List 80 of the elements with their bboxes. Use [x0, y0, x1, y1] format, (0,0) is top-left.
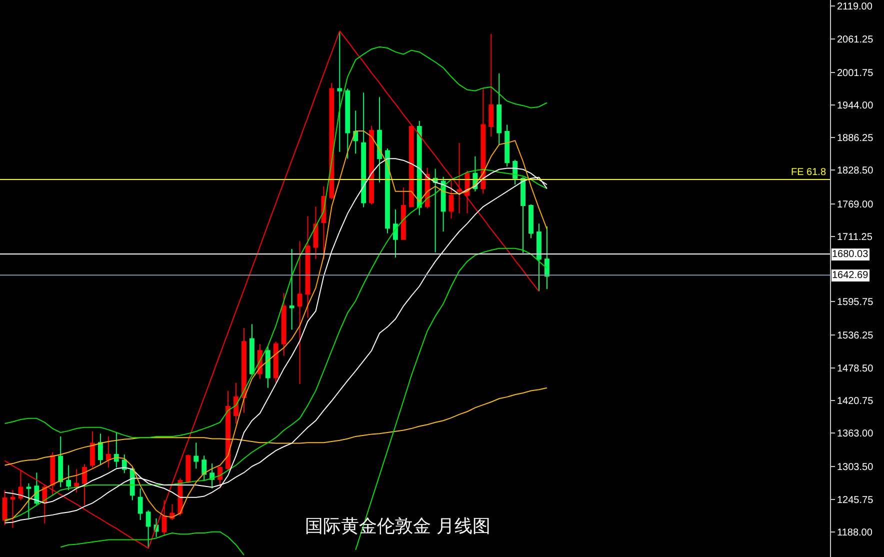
candlestick — [345, 88, 350, 160]
candlestick — [488, 33, 494, 138]
candlestick — [456, 142, 462, 214]
candlestick — [194, 442, 199, 470]
candlestick — [10, 490, 16, 528]
candlestick — [58, 436, 64, 488]
candlestick — [400, 186, 406, 240]
candlestick — [544, 226, 550, 290]
line-series — [4, 30, 540, 549]
candlestick — [305, 216, 310, 318]
candlestick — [520, 176, 526, 254]
y-tick-label: 1188.00 — [837, 527, 873, 538]
y-tick-label: 1420.75 — [837, 396, 874, 407]
y-tick-label: 1595.75 — [837, 297, 874, 308]
y-tick-label: 1303.50 — [837, 462, 874, 474]
ref-line-label: FE 61.8 — [791, 167, 826, 178]
y-tick-label: 1944.00 — [837, 100, 874, 112]
y-tick-label: 1769.00 — [837, 199, 874, 210]
candlestick — [218, 466, 223, 489]
candlestick — [242, 328, 246, 414]
candlestick — [74, 468, 79, 493]
y-tick-label: 2061.25 — [837, 34, 874, 46]
candlestick — [82, 464, 87, 506]
candlestick — [432, 168, 438, 253]
candlestick — [250, 324, 254, 376]
candlestick — [512, 159, 518, 186]
candlestick — [281, 292, 286, 356]
y-tick-label: 1711.25 — [837, 232, 873, 243]
ref-line-label: 1680.03 — [832, 249, 869, 260]
candlestick — [106, 436, 111, 468]
candlestick — [504, 124, 510, 168]
candlestick — [369, 125, 374, 205]
candlestick — [186, 454, 191, 483]
candlestick — [385, 148, 390, 234]
candlestick — [66, 464, 72, 491]
candlestick — [448, 180, 454, 220]
y-tick-label: 1828.50 — [837, 166, 874, 177]
candlestick — [393, 208, 398, 258]
candlestick — [122, 454, 127, 474]
candlestick — [313, 206, 318, 260]
candlestick — [377, 96, 382, 183]
candlestick — [536, 223, 542, 292]
candlestick — [353, 110, 358, 154]
candlestick — [496, 72, 502, 146]
y-tick-label: 1478.50 — [837, 363, 874, 374]
candlestick — [289, 248, 294, 330]
candlestick — [273, 341, 278, 384]
candlestick — [18, 470, 24, 501]
y-tick-label: 2001.75 — [837, 68, 874, 79]
candlestick — [297, 240, 302, 384]
candlestick — [162, 500, 167, 536]
y-tick-label: 1536.25 — [837, 330, 874, 342]
candlestick — [26, 482, 32, 519]
candlestick — [2, 490, 8, 526]
candlestick — [329, 82, 334, 200]
candlestick — [226, 390, 230, 471]
candlestick — [138, 488, 143, 521]
candlestick — [210, 463, 215, 489]
candlestick — [202, 455, 207, 481]
candlestick — [265, 346, 270, 388]
candlestick — [416, 120, 422, 216]
y-tick-label: 1886.25 — [837, 133, 874, 144]
candlestick — [50, 452, 56, 496]
candlestick — [480, 88, 486, 194]
candlestick — [408, 125, 414, 208]
candlestick — [337, 30, 342, 152]
candlestick — [361, 92, 366, 208]
candlestick — [528, 204, 534, 239]
line-series — [4, 387, 548, 466]
candlestick — [146, 510, 151, 549]
candlestick — [440, 176, 446, 232]
candlestick — [90, 430, 95, 468]
line-series — [4, 46, 548, 438]
candlestick — [234, 382, 238, 424]
y-tick-label: 1363.00 — [837, 428, 874, 440]
candlestick — [98, 433, 103, 466]
y-tick-label: 1245.75 — [837, 494, 874, 506]
y-tick-label: 2119.00 — [837, 2, 873, 13]
ref-line-label: 1642.69 — [832, 270, 869, 281]
candlestick — [114, 432, 119, 468]
